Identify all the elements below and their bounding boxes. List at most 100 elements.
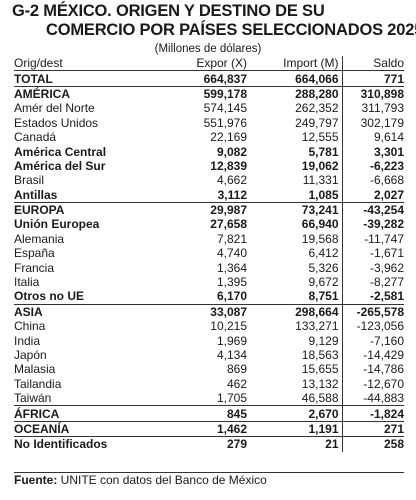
- imports-cell: 11,331: [302, 173, 339, 188]
- imports-cell: 21: [250, 436, 342, 452]
- row-name-cell: Estados Unidos: [14, 115, 99, 130]
- imports-cell: 288,280: [250, 85, 342, 102]
- table-row: Taiwán 1,705 46,588 -44,883: [14, 390, 404, 406]
- row-name-cell: Japón: [14, 348, 47, 362]
- imports-cell: 66,940: [301, 217, 339, 232]
- table-row: OCEANÍA 1,462 1,191 271: [14, 420, 404, 437]
- table-row: EUROPA 29,987 73,241 -43,254: [14, 201, 404, 218]
- table-row: Antillas 3,112 1,085 2,027: [14, 187, 404, 203]
- row-name-cell: Canadá: [14, 130, 57, 145]
- exports-cell: 869: [226, 362, 247, 377]
- imports-cell: 1,191: [250, 420, 342, 437]
- balance-cell: 302,179: [341, 115, 404, 130]
- exports-cell: 1,705: [216, 391, 247, 406]
- row-name-cell: China: [14, 319, 46, 334]
- exports-cell: 599,178: [166, 85, 250, 102]
- exports-cell: 574,145: [203, 101, 247, 116]
- table-row: Estados Unidos 551,976 249,797 302,179: [14, 115, 404, 130]
- table-row: ASIA 33,087 298,664 -265,578: [14, 303, 404, 320]
- table-row: Alemania 7,821 19,568 -11,747: [14, 231, 404, 247]
- exports-cell: 22,169: [210, 130, 247, 145]
- table-row: AMÉRICA 599,178 288,280 310,898: [14, 85, 404, 102]
- table-row: ÁFRICA 845 2,670 -1,824: [14, 405, 404, 422]
- row-name-cell: Amér del Norte: [14, 101, 95, 116]
- table-body: TOTAL 664,837 664,066 771 AMÉRICA 599,178 288,…: [14, 70, 404, 452]
- table-row: Italia 1,395 9,672 -8,277: [14, 274, 404, 290]
- exports-cell: 845: [166, 405, 250, 422]
- exports-cell: 1,364: [216, 260, 247, 275]
- exports-cell: 4,740: [216, 246, 247, 261]
- balance-cell: 271: [341, 420, 404, 437]
- imports-cell: 5,326: [308, 260, 339, 275]
- balance-cell: -7,160: [341, 333, 404, 348]
- balance-cell: -3,962: [341, 260, 404, 275]
- exports-cell: 10,215: [210, 319, 247, 334]
- row-name-cell: Alemania: [14, 231, 65, 246]
- balance-cell: 771: [341, 70, 404, 87]
- table-header-row: Orig/dest Expor (X) Import (M) Saldo: [14, 56, 404, 72]
- header-balance: Saldo: [341, 56, 404, 72]
- row-name-cell: No Identificados: [14, 436, 166, 452]
- row-name-cell: Francia: [14, 260, 55, 275]
- balance-cell: -1,824: [341, 405, 404, 422]
- table-row: Unión Europea 27,658 66,940 -39,282: [14, 217, 404, 232]
- table-row: China 10,215 133,271 -123,056: [14, 319, 404, 334]
- balance-cell: -265,578: [341, 303, 404, 320]
- imports-cell: 73,241: [250, 201, 342, 218]
- table-row: Otros no UE 6,170 8,751 -2,581: [14, 289, 404, 305]
- imports-cell: 8,751: [308, 289, 339, 304]
- header-exports: Expor (X): [166, 56, 250, 72]
- table-row: TOTAL 664,837 664,066 771: [14, 70, 404, 87]
- imports-cell: 5,781: [308, 144, 339, 159]
- units-label: (Millones de dólares): [154, 43, 262, 55]
- row-name-cell: Otros no UE: [14, 289, 85, 304]
- balance-cell: -6,223: [341, 158, 404, 174]
- row-name-cell: Taiwán: [14, 391, 52, 406]
- balance-cell: -14,786: [341, 362, 404, 377]
- row-name-cell: ASIA: [14, 303, 166, 320]
- row-name-cell: TOTAL: [14, 70, 166, 87]
- row-name-cell: OCEANÍA: [14, 420, 166, 437]
- row-name-cell: Unión Europea: [14, 217, 100, 232]
- exports-cell: 462: [226, 376, 247, 391]
- exports-cell: 279: [166, 436, 250, 452]
- balance-cell: -12,670: [341, 376, 404, 391]
- row-name-cell: Brasil: [14, 173, 45, 188]
- balance-cell: -14,429: [341, 347, 404, 363]
- imports-cell: 13,132: [301, 376, 339, 391]
- table-row: Brasil 4,662 11,331 -6,668: [14, 173, 404, 188]
- exports-cell: 27,658: [210, 217, 247, 232]
- balance-cell: 310,898: [341, 85, 404, 102]
- exports-cell: 7,821: [216, 231, 247, 246]
- table-row: Tailandia 462 13,132 -12,670: [14, 376, 404, 391]
- exports-cell: 29,987: [166, 201, 250, 218]
- balance-cell: -44,883: [341, 390, 404, 406]
- balance-cell: 258: [341, 436, 404, 452]
- header-orig-dest: Orig/dest: [14, 56, 166, 72]
- row-name-cell: AMÉRICA: [14, 85, 166, 102]
- exports-cell: 1,969: [216, 333, 247, 348]
- table-row: Malasia 869 15,655 -14,786: [14, 362, 404, 377]
- balance-cell: -39,282: [341, 217, 404, 232]
- balance-cell: 9,614: [341, 129, 404, 145]
- balance-cell: 3,301: [341, 144, 404, 159]
- table-row: No Identificados 279 21 258: [14, 436, 404, 452]
- table-row: Francia 1,364 5,326 -3,962: [14, 260, 404, 275]
- exports-cell: 12,839: [210, 158, 247, 173]
- table-row: Japón 4,134 18,563 -14,429: [14, 347, 404, 363]
- table-row: Amér del Norte 574,145 262,352 311,793: [14, 101, 404, 116]
- exports-cell: 551,976: [203, 115, 247, 130]
- exports-cell: 664,837: [166, 70, 250, 87]
- table-row: América Central 9,082 5,781 3,301: [14, 144, 404, 159]
- imports-cell: 133,271: [295, 319, 339, 334]
- imports-cell: 262,352: [295, 101, 339, 116]
- table-row: India 1,969 9,129 -7,160: [14, 333, 404, 348]
- exports-cell: 1,462: [166, 420, 250, 437]
- row-name-cell: Italia: [14, 275, 40, 290]
- title-line-2: COMERCIO POR PAÍSES SELECCIONADOS 2025: [46, 21, 416, 39]
- exports-cell: 4,134: [216, 348, 247, 362]
- exports-cell: 4,662: [216, 173, 247, 188]
- imports-cell: 46,588: [301, 391, 339, 406]
- row-name-cell: Antillas: [14, 187, 58, 202]
- balance-cell: -2,581: [341, 289, 404, 305]
